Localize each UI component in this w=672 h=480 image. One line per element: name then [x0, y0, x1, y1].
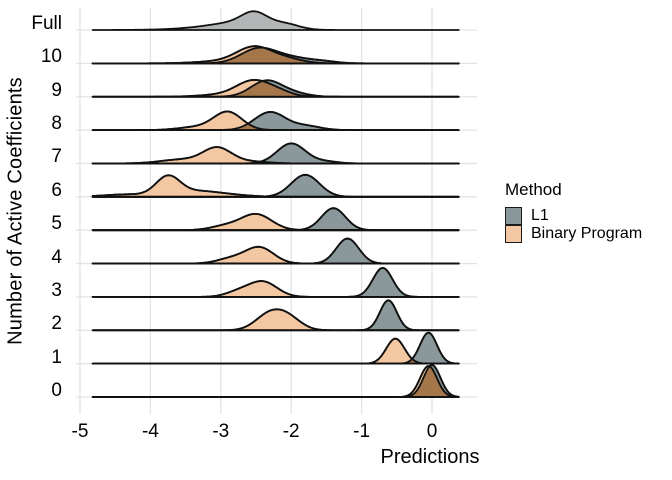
x-axis-title: Predictions: [380, 446, 480, 468]
density-binary-program: [91, 337, 460, 365]
x-tick-label: -5: [71, 421, 89, 442]
ridge-row-0: [91, 364, 460, 398]
ridge-row-8: [91, 110, 460, 131]
density-l1: [91, 111, 460, 131]
ridge-row-full: [91, 10, 460, 31]
legend-item-l1: L1: [505, 207, 642, 225]
density-outline-binary-program: [91, 174, 460, 198]
legend-title: Method: [505, 180, 562, 199]
y-tick-label: 9: [51, 79, 62, 101]
density-outline-binary-program: [91, 79, 460, 98]
y-tick-label: 8: [51, 113, 62, 135]
x-tick-label: -2: [282, 421, 300, 442]
y-tick-label: 2: [51, 313, 62, 335]
ridge-row-10: [91, 45, 460, 65]
legend-items: L1 Binary Program: [505, 207, 642, 243]
ridge-row-6: [91, 173, 460, 198]
density-outline-binary-program: [91, 280, 460, 298]
density-binary-program: [91, 365, 460, 398]
l1-swatch-icon: [505, 207, 522, 225]
density-outline-binary-program: [91, 365, 460, 398]
legend-item-label: Binary Program: [531, 225, 643, 242]
density-outline-binary-program: [91, 212, 460, 232]
legend-item-label: L1: [531, 207, 549, 224]
x-tick-label: -3: [212, 421, 230, 442]
ridge-row-5: [91, 207, 460, 232]
ridge-row-3: [91, 267, 460, 298]
x-tick-label: -4: [141, 421, 159, 442]
density-outline-binary-program: [91, 110, 460, 131]
density-outline-binary-program: [91, 245, 460, 265]
binary-program-swatch-icon: [505, 225, 522, 243]
x-tick-label: 0: [426, 421, 438, 442]
density-full-model: [91, 10, 460, 31]
y-tick-label: Full: [31, 13, 62, 34]
y-tick-label: 3: [51, 279, 62, 301]
density-outline-l1: [91, 364, 460, 398]
y-tick-label: 7: [51, 146, 62, 168]
legend-item-binary-program: Binary Program: [505, 225, 642, 243]
y-tick-label: 6: [51, 179, 62, 201]
ridge-row-9: [91, 79, 460, 98]
ridge-row-1: [91, 331, 460, 365]
y-tick-label: 5: [51, 213, 62, 235]
y-tick-label: 1: [51, 346, 62, 368]
y-tick-label: 10: [40, 46, 62, 68]
density-outline-binary-program: [91, 146, 460, 165]
density-overlap: [92, 81, 459, 97]
density-overlap: [92, 366, 459, 397]
ridge-row-4: [91, 237, 460, 265]
x-tick-label: -1: [353, 421, 371, 442]
ridge-row-2: [91, 299, 460, 332]
density-outline-binary-program: [91, 337, 460, 365]
density-overlap: [92, 47, 459, 64]
density-l1: [91, 364, 460, 398]
y-tick-label: 4: [51, 246, 62, 268]
legend: Method L1 Binary Program: [505, 180, 642, 243]
ridge-row-7: [91, 142, 460, 165]
y-tick-label: 0: [51, 379, 62, 401]
density-outline-binary-program: [91, 308, 460, 332]
density-outline-binary-program: [91, 45, 460, 65]
